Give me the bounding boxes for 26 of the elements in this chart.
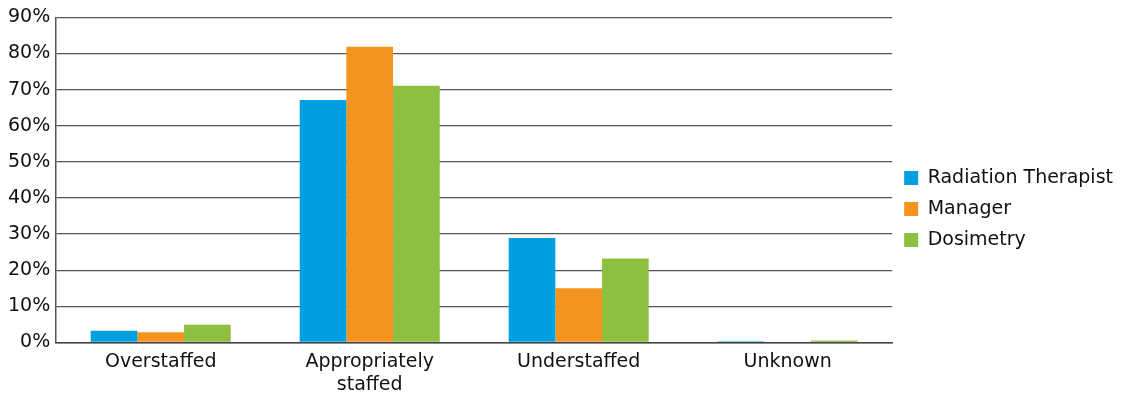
- legend-label: Dosimetry: [927, 226, 1026, 249]
- legend-label: Radiation Therapist: [927, 164, 1113, 187]
- bar: [508, 238, 556, 342]
- y-tick-label: 70%: [8, 76, 51, 99]
- y-tick-label: 50%: [8, 148, 51, 171]
- legend-label: Manager: [927, 195, 1012, 218]
- y-tick-label: 10%: [8, 293, 51, 316]
- x-tick-label: Appropriately staffed: [305, 348, 435, 394]
- y-tick-label: 60%: [8, 112, 51, 135]
- bar: [137, 332, 185, 342]
- bar: [555, 288, 603, 342]
- y-tick-label: 30%: [8, 221, 51, 243]
- y-tick-label: 90%: [8, 4, 51, 27]
- bar: [299, 100, 347, 342]
- bar: [90, 330, 138, 342]
- bar: [346, 46, 394, 342]
- y-tick-label: 80%: [8, 40, 51, 63]
- bar: [602, 258, 649, 342]
- bar: [393, 85, 440, 342]
- y-tick-label: 0%: [20, 329, 51, 352]
- bar: [184, 324, 231, 342]
- x-tick-label: Understaffed: [517, 348, 641, 371]
- y-tick-label: 20%: [8, 257, 51, 280]
- x-tick-label: Overstaffed: [104, 348, 217, 371]
- y-tick-label: 40%: [8, 184, 51, 207]
- x-tick-label: Unknown: [743, 348, 832, 371]
